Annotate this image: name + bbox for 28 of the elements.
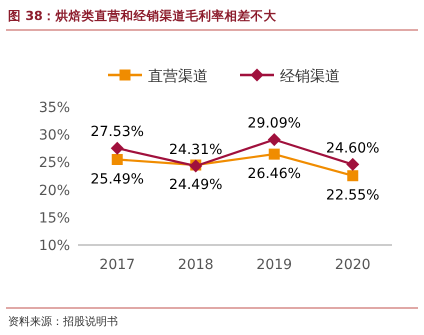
y-tick-label: 25% bbox=[38, 155, 70, 172]
point bbox=[268, 133, 281, 146]
x-tick-label: 2018 bbox=[178, 257, 214, 273]
data-label: 24.49% bbox=[169, 177, 222, 194]
data-label: 29.09% bbox=[248, 116, 301, 132]
data-label: 22.55% bbox=[326, 188, 380, 204]
x-tick-label: 2019 bbox=[256, 257, 292, 273]
data-label: 24.60% bbox=[326, 140, 380, 156]
point bbox=[347, 170, 358, 182]
data-label: 24.31% bbox=[169, 142, 222, 158]
y-tick-label: 20% bbox=[38, 182, 70, 199]
point bbox=[346, 158, 360, 171]
x-tick-label: 2020 bbox=[334, 257, 371, 273]
legend-label: 经销渠道 bbox=[280, 67, 340, 85]
title: 图 38：烘焙类直营和经销渠道毛利率相差不大 bbox=[8, 8, 277, 23]
point bbox=[112, 154, 123, 165]
data-label: 26.46% bbox=[248, 166, 301, 182]
y-tick-label: 10% bbox=[38, 238, 70, 254]
x-tick-label: 2017 bbox=[99, 257, 136, 273]
point bbox=[110, 142, 124, 155]
legend-label: 直营渠道 bbox=[148, 67, 208, 85]
data-label: 27.53% bbox=[90, 124, 144, 140]
point bbox=[268, 148, 280, 160]
y-tick-label: 15% bbox=[38, 210, 70, 226]
y-tick-label: 30% bbox=[38, 128, 70, 144]
text: 资料来源：招股说明书 bbox=[8, 315, 118, 328]
y-tick-label: 35% bbox=[38, 100, 70, 116]
data-label: 25.49% bbox=[90, 171, 144, 188]
